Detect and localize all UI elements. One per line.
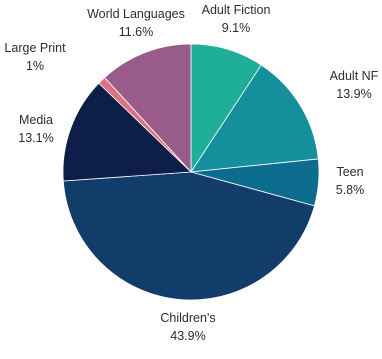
slice-value-adult-fiction: 9.1%	[222, 21, 251, 35]
slice-value-teen: 5.8%	[336, 183, 365, 197]
slice-label-media: Media	[19, 113, 53, 127]
slice-label-adult-nf: Adult NF	[330, 69, 379, 83]
slice-label-children-s: Children's	[160, 311, 215, 325]
slice-value-large-print: 1%	[26, 59, 44, 73]
slice-label-adult-fiction: Adult Fiction	[202, 3, 271, 17]
pie-slice-world-languages	[104, 43, 192, 174]
slice-value-adult-nf: 13.9%	[336, 87, 371, 101]
slice-value-media: 13.1%	[18, 131, 53, 145]
labels-layer: Adult Fiction 9.1% Adult NF 13.9% Teen 5.8% Ch…	[4, 3, 378, 343]
pie-slice-adult-nf	[190, 64, 319, 173]
slice-label-world-languages: World Languages	[87, 7, 185, 21]
slices-layer	[62, 43, 320, 301]
pie-slice-children-s	[62, 171, 315, 301]
slice-label-large-print: Large Print	[4, 41, 66, 55]
slice-label-teen: Teen	[336, 165, 363, 179]
pie-slice-media	[62, 82, 192, 182]
slice-value-children-s: 43.9%	[170, 329, 205, 343]
slice-value-world-languages: 11.6%	[119, 25, 154, 39]
